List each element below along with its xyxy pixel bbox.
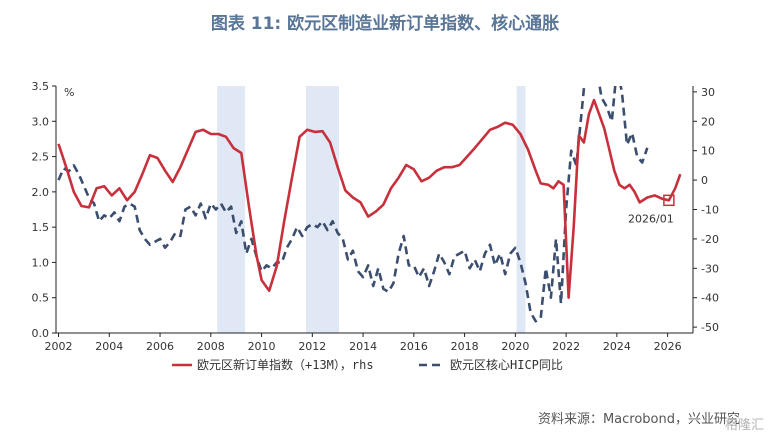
right-tick-label: 10 xyxy=(701,145,715,158)
left-tick-label: 3.5 xyxy=(32,80,50,93)
new-orders-line xyxy=(57,98,682,300)
shaded-period xyxy=(516,86,526,333)
left-tick-label: 0.5 xyxy=(32,292,50,305)
x-tick-label: 2022 xyxy=(552,340,580,353)
left-y-axis: 0.0 0.5 1.0 1.5 2.0 2.5 3.0 3.5% xyxy=(32,80,75,340)
left-axis-unit: % xyxy=(64,86,74,99)
x-tick-label: 2004 xyxy=(95,340,123,353)
right-y-axis: -50 -40 -30 -20 -10 0 10 20 30 xyxy=(693,86,719,334)
right-tick-label: 20 xyxy=(701,115,715,128)
x-tick-label: 2008 xyxy=(197,340,225,353)
x-tick-label: 2016 xyxy=(400,340,428,353)
right-tick-label: -10 xyxy=(701,204,719,217)
right-tick-label: 0 xyxy=(701,174,708,187)
series-layer xyxy=(57,86,682,323)
annotation-layer: 2026/01 xyxy=(628,194,675,225)
x-tick-label: 2026 xyxy=(654,340,682,353)
left-tick-label: 1.5 xyxy=(32,221,50,234)
right-tick-label: -50 xyxy=(701,321,719,334)
right-tick-label: -20 xyxy=(701,233,719,246)
x-tick-label: 2024 xyxy=(603,340,631,353)
x-axis: 2002 2004 2006 2008 2010 2012 2014 2016 2018 2020… xyxy=(45,333,682,353)
left-tick-label: 3.0 xyxy=(32,115,50,128)
chart-title: 图表 11: 欧元区制造业新订单指数、核心通胀 xyxy=(210,14,560,34)
right-tick-label: -40 xyxy=(701,292,719,305)
x-tick-label: 2010 xyxy=(248,340,276,353)
left-tick-label: 0.0 xyxy=(32,327,50,340)
annotation-label: 2026/01 xyxy=(628,212,674,225)
right-tick-label: 30 xyxy=(701,86,715,99)
left-tick-label: 2.0 xyxy=(32,186,50,199)
x-tick-label: 2018 xyxy=(451,340,479,353)
recession-shading xyxy=(217,86,526,333)
plot-frame xyxy=(55,86,694,334)
legend-label-core-hicp: 欧元区核心HICP同比 xyxy=(450,358,563,372)
core-hicp-line xyxy=(57,86,649,323)
x-tick-label: 2020 xyxy=(501,340,529,353)
left-tick-label: 1.0 xyxy=(32,256,50,269)
x-tick-label: 2014 xyxy=(349,340,377,353)
watermark: 格隆汇 xyxy=(724,418,764,433)
x-tick-label: 2012 xyxy=(298,340,326,353)
legend-label-new-orders: 欧元区新订单指数（+13M），rhs xyxy=(197,357,374,372)
legend: 欧元区新订单指数（+13M），rhs 欧元区核心HICP同比 xyxy=(172,357,563,372)
x-tick-label: 2006 xyxy=(146,340,174,353)
left-tick-label: 2.5 xyxy=(32,151,50,164)
annotation-marker xyxy=(663,194,675,207)
series-clip-group xyxy=(57,86,682,323)
shaded-period xyxy=(305,86,339,333)
source-note: 资料来源：Macrobond，兴业研究 xyxy=(537,412,740,427)
x-tick-label: 2002 xyxy=(45,340,73,353)
right-tick-label: -30 xyxy=(701,262,719,275)
